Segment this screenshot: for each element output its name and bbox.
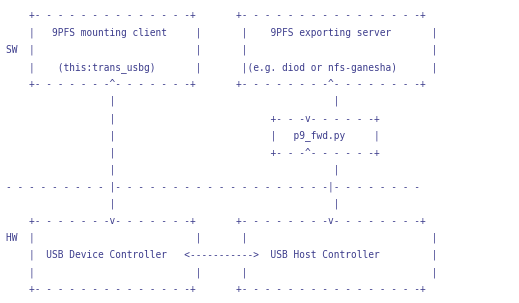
Text: +- - - - - - -v- - - - - - -+       +- - - - - - - -v- - - - - - - -+: +- - - - - - -v- - - - - - -+ +- - - - -… (6, 216, 426, 226)
Text: |                           |   p9_fwd.py     |: | | p9_fwd.py | (6, 130, 380, 141)
Text: +- - - - - - -^- - - - - - -+       +- - - - - - - -^- - - - - - - -+: +- - - - - - -^- - - - - - -+ +- - - - -… (6, 79, 426, 89)
Text: |    (this:trans_usbg)       |       |(e.g. diod or nfs-ganesha)      |: | (this:trans_usbg) | |(e.g. diod or nfs… (6, 62, 438, 73)
Text: |                                      |: | | (6, 165, 340, 175)
Text: - - - - - - - - - |- - - - - - - - - - - - - - - - - - -|- - - - - - - -: - - - - - - - - - |- - - - - - - - - - -… (6, 181, 420, 192)
Text: +- - - - - - - - - - - - - -+       +- - - - - - - - - - - - - - - -+: +- - - - - - - - - - - - - -+ +- - - - -… (6, 284, 426, 294)
Text: |                           +- - -^- - - - - -+: | +- - -^- - - - - -+ (6, 147, 380, 158)
Text: +- - - - - - - - - - - - - -+       +- - - - - - - - - - - - - - - -+: +- - - - - - - - - - - - - -+ +- - - - -… (6, 10, 426, 20)
Text: |                           +- - -v- - - - - -+: | +- - -v- - - - - -+ (6, 113, 380, 124)
Text: |  USB Device Controller   <----------->  USB Host Controller         |: | USB Device Controller <-----------> US… (6, 250, 438, 261)
Text: |   9PFS mounting client     |       |    9PFS exporting server       |: | 9PFS mounting client | | 9PFS exportin… (6, 28, 438, 38)
Text: |                                      |: | | (6, 96, 340, 106)
Text: HW  |                            |       |                                |: HW | | | | (6, 233, 438, 243)
Text: |                            |       |                                |: | | | | (6, 267, 438, 278)
Text: SW  |                            |       |                                |: SW | | | | (6, 45, 438, 55)
Text: |                                      |: | | (6, 199, 340, 209)
